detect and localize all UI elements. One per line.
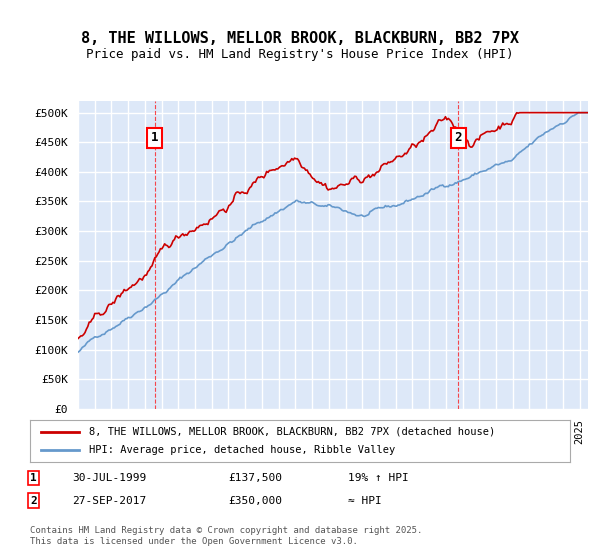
Text: HPI: Average price, detached house, Ribble Valley: HPI: Average price, detached house, Ribb… [89, 445, 395, 455]
Text: Contains HM Land Registry data © Crown copyright and database right 2025.
This d: Contains HM Land Registry data © Crown c… [30, 526, 422, 546]
Text: Price paid vs. HM Land Registry's House Price Index (HPI): Price paid vs. HM Land Registry's House … [86, 48, 514, 60]
Text: 8, THE WILLOWS, MELLOR BROOK, BLACKBURN, BB2 7PX (detached house): 8, THE WILLOWS, MELLOR BROOK, BLACKBURN,… [89, 427, 496, 437]
Text: 19% ↑ HPI: 19% ↑ HPI [348, 473, 409, 483]
Text: 2: 2 [454, 131, 462, 144]
Text: 2: 2 [30, 496, 37, 506]
Text: £137,500: £137,500 [228, 473, 282, 483]
Text: 30-JUL-1999: 30-JUL-1999 [72, 473, 146, 483]
Text: 1: 1 [151, 131, 158, 144]
Text: ≈ HPI: ≈ HPI [348, 496, 382, 506]
Text: 1: 1 [30, 473, 37, 483]
Text: 8, THE WILLOWS, MELLOR BROOK, BLACKBURN, BB2 7PX: 8, THE WILLOWS, MELLOR BROOK, BLACKBURN,… [81, 31, 519, 46]
Text: £350,000: £350,000 [228, 496, 282, 506]
Text: 27-SEP-2017: 27-SEP-2017 [72, 496, 146, 506]
